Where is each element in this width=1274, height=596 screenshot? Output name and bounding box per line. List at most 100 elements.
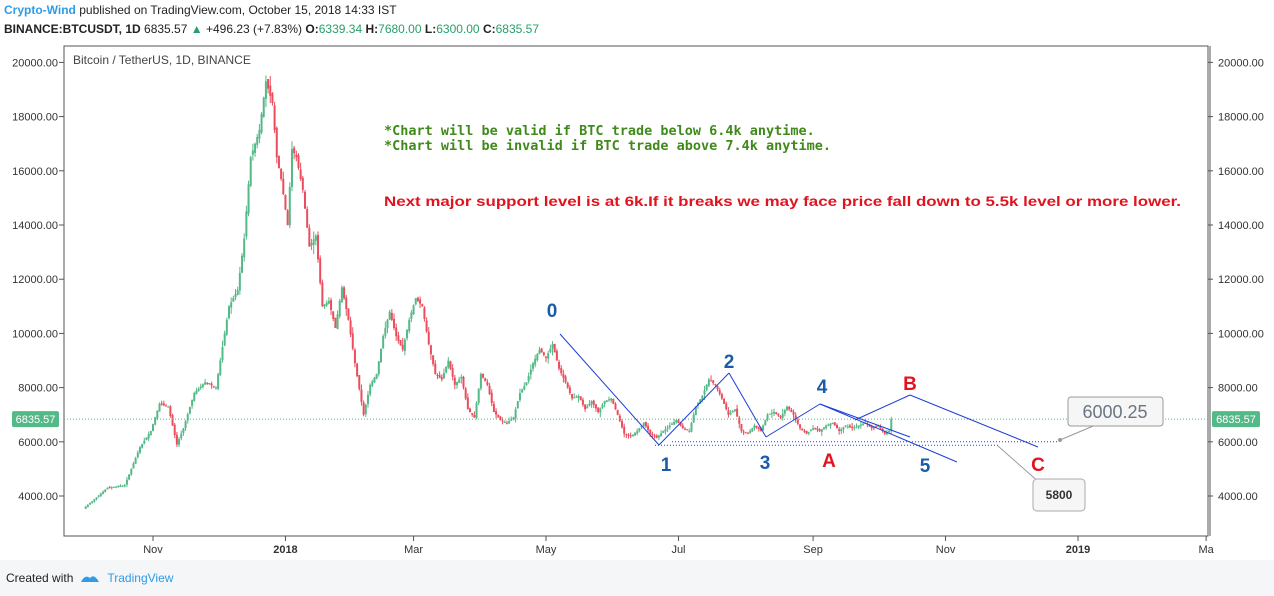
candle-down <box>286 210 289 225</box>
candle-up <box>479 374 482 389</box>
candle-up <box>605 400 608 402</box>
candle-up <box>642 422 645 426</box>
wave-trend-line[interactable] <box>728 372 767 438</box>
candle-up <box>136 452 139 458</box>
candle-up <box>217 374 220 389</box>
y-tick-label-left: 16000.00 <box>12 166 58 178</box>
last-price-badge-left <box>12 411 59 428</box>
candle-down <box>397 335 400 341</box>
candle-down <box>169 406 172 417</box>
candle-up <box>117 486 120 488</box>
candle-up <box>822 427 825 430</box>
close-label: C: <box>482 22 496 36</box>
candle-down <box>345 297 348 310</box>
candle-up <box>201 384 204 387</box>
candle-down <box>796 419 799 424</box>
candle-down <box>625 434 628 436</box>
wave-trend-line[interactable] <box>819 403 911 438</box>
candle-up <box>703 390 706 395</box>
candle-up <box>514 409 517 419</box>
candle-down <box>440 377 443 380</box>
candle-down <box>792 411 795 415</box>
author-link[interactable]: Crypto-Wind <box>4 3 76 17</box>
footer-bar <box>0 560 1274 596</box>
candle-up <box>840 429 843 432</box>
candle-up <box>130 468 133 475</box>
candle-down <box>594 404 597 409</box>
candle-up <box>812 428 815 430</box>
candle-down <box>545 356 548 358</box>
wave-label-2: 2 <box>724 352 735 373</box>
callout-5800-pointer <box>997 445 1041 484</box>
candle-up <box>128 474 131 480</box>
candle-up <box>123 485 126 487</box>
candle-down <box>790 409 793 412</box>
candle-down <box>349 320 352 335</box>
candle-down <box>777 413 780 416</box>
callout-5800-box[interactable] <box>1032 478 1086 512</box>
candle-up <box>152 424 154 431</box>
wave-trend-line[interactable] <box>909 394 1039 448</box>
candle-down <box>360 389 363 402</box>
candle-up <box>197 388 200 392</box>
candle-up <box>366 394 369 405</box>
publish-line: Crypto-Wind published on TradingView.com… <box>4 3 397 17</box>
candle-down <box>432 355 435 365</box>
candle-up <box>475 402 478 418</box>
high-label: H: <box>365 22 379 36</box>
x-tick-label: May <box>536 544 557 556</box>
candle-up <box>134 458 137 464</box>
note-support-level: Next major support level is at 6k.If it … <box>384 193 1181 209</box>
candle-down <box>775 412 778 414</box>
candle-up <box>93 499 96 502</box>
candle-down <box>282 178 285 195</box>
candle-up <box>673 421 676 425</box>
candle-down <box>427 331 430 345</box>
candle-up <box>112 486 115 488</box>
candle-up <box>770 412 773 414</box>
x-tick-label: Nov <box>143 544 163 556</box>
candle-up <box>853 427 856 429</box>
candle-down <box>492 403 495 412</box>
candle-up <box>518 393 521 401</box>
candle-down <box>353 349 356 364</box>
candle-up <box>859 424 862 426</box>
callout-6000-box[interactable] <box>1067 396 1164 427</box>
candle-up <box>290 149 293 187</box>
close-value: 6835.57 <box>495 22 540 36</box>
candle-up <box>310 243 313 246</box>
candle-down <box>267 79 270 89</box>
candle-up <box>599 408 602 413</box>
candle-up <box>249 157 252 186</box>
x-tick-label: 2018 <box>273 544 297 556</box>
candle-up <box>379 348 382 363</box>
open-value: 6339.34 <box>318 22 363 36</box>
candle-down <box>742 431 745 433</box>
candle-up <box>670 423 673 425</box>
candle-down <box>434 363 437 375</box>
candle-up <box>143 440 146 444</box>
wave-trend-line[interactable] <box>854 394 911 421</box>
candle-up <box>95 497 98 500</box>
y-tick-label-left: 18000.00 <box>12 112 58 124</box>
candle-down <box>629 435 632 437</box>
candle-up <box>138 447 141 453</box>
candle-up <box>445 366 448 373</box>
wave-trend-line[interactable] <box>819 403 958 463</box>
candle-down <box>851 426 854 429</box>
tradingview-link[interactable]: TradingView <box>107 571 174 585</box>
wave-trend-line[interactable] <box>658 372 730 446</box>
candle-up <box>227 306 230 319</box>
candle-down <box>390 313 393 320</box>
candle-up <box>634 432 637 436</box>
candle-down <box>799 424 802 429</box>
candle-down <box>421 304 424 307</box>
candle-down <box>818 429 821 431</box>
x-tick-label: 2019 <box>1066 544 1090 556</box>
wave-trend-line[interactable] <box>559 333 660 446</box>
candle-down <box>303 191 306 209</box>
wave-trend-line[interactable] <box>765 403 821 438</box>
candle-down <box>284 194 287 210</box>
candle-down <box>280 168 283 179</box>
